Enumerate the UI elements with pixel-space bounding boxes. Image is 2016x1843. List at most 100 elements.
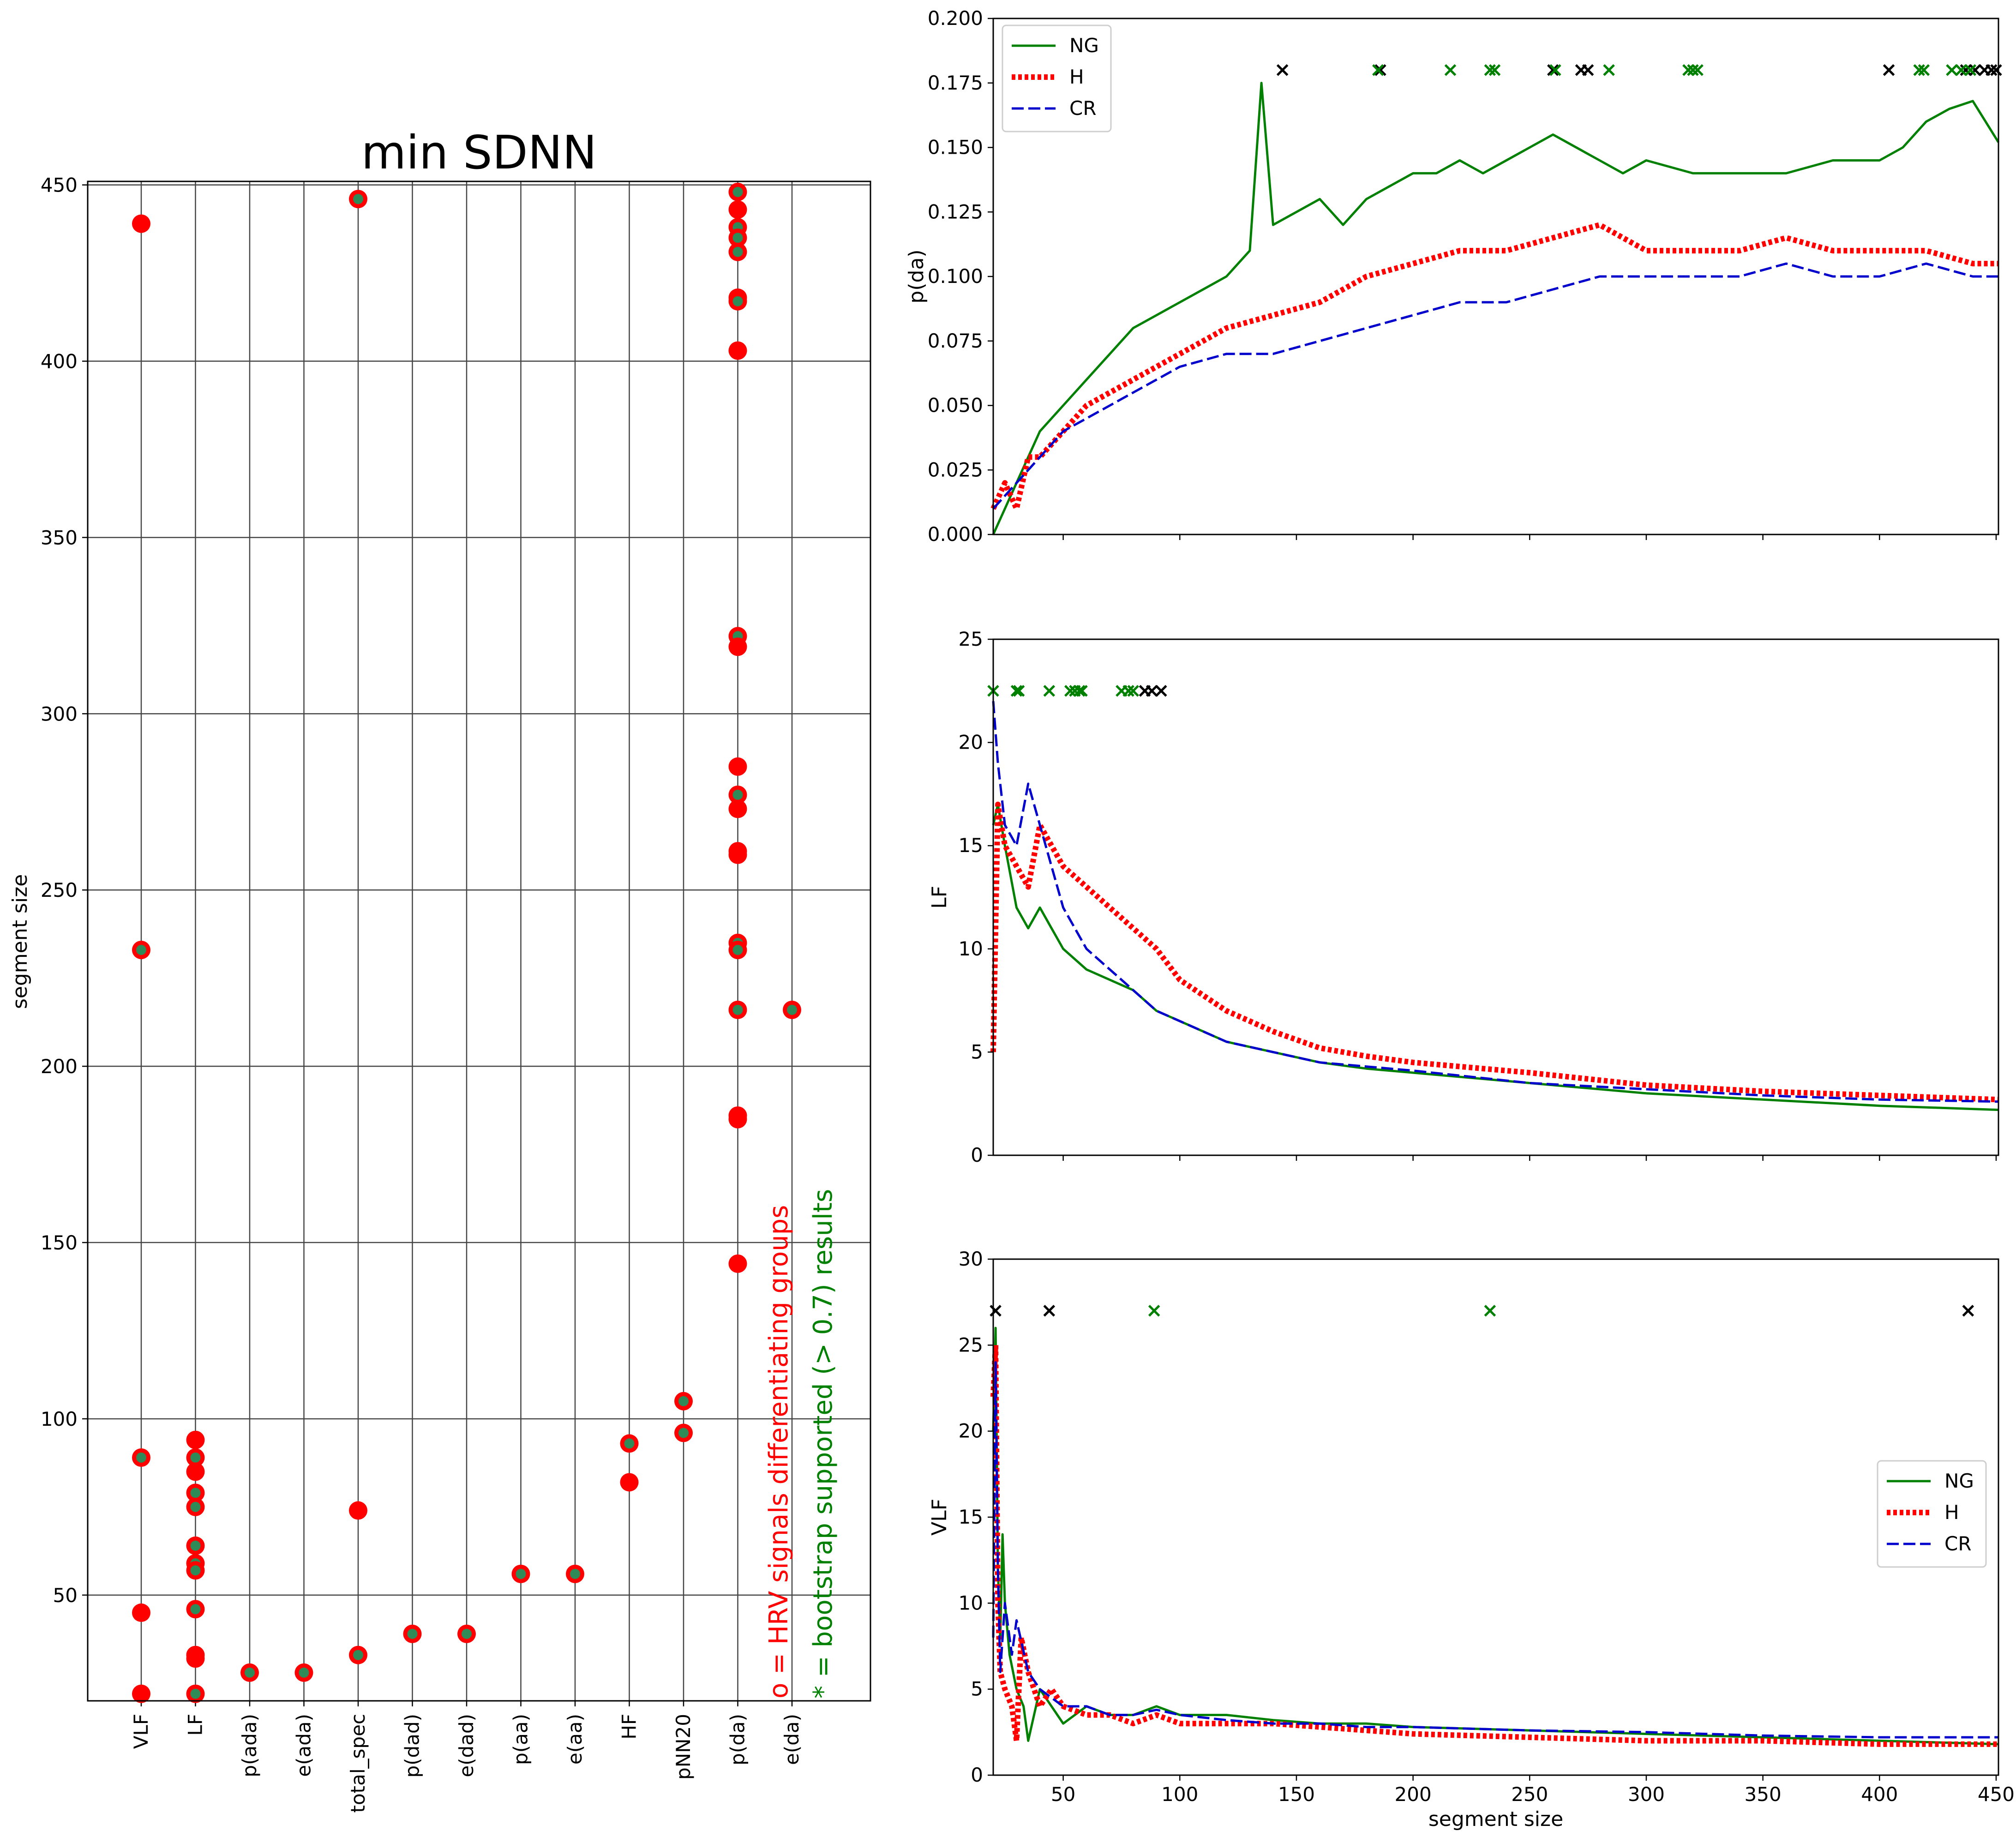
panel-vlf-xtick-label-5: 300 bbox=[1628, 1783, 1665, 1806]
left-xtick-label-12: e(da) bbox=[780, 1714, 803, 1765]
left-xtick-label-6: e(dad) bbox=[455, 1714, 478, 1777]
panel-pda-cross-green-4 bbox=[1549, 64, 1561, 76]
panel-vlf-ytick-label-6: 30 bbox=[959, 1248, 983, 1270]
panel-pda-legend-label-NG: NG bbox=[1069, 34, 1099, 57]
left-point-0 bbox=[132, 214, 150, 233]
left-point-bootstrap-28 bbox=[678, 1396, 689, 1406]
panel-pda-cross-green-3-b bbox=[1488, 64, 1501, 76]
panel-vlf-xtick-label-0: 50 bbox=[1051, 1783, 1075, 1806]
left-point-bootstrap-6 bbox=[190, 1452, 201, 1463]
left-xtick-label-7: p(aa) bbox=[510, 1714, 532, 1765]
left-point-bootstrap-46 bbox=[732, 945, 743, 955]
vlf-panel: 0 5 10 15 20 25 30 50 100 150 200 250 300 350 400 450 VL… bbox=[928, 1248, 2015, 1831]
left-point-39 bbox=[728, 637, 747, 656]
left-plot-frame bbox=[87, 180, 871, 1702]
panel-lf-cross-green-9 bbox=[1122, 685, 1134, 697]
left-point-bootstrap-13 bbox=[190, 1604, 201, 1615]
panel-pda-cross-green-1-b bbox=[1444, 64, 1457, 76]
panel-pda-cross-green-6 bbox=[1682, 64, 1694, 76]
left-point-bootstrap-10 bbox=[190, 1540, 201, 1551]
left-ytick-label-4: 250 bbox=[41, 879, 78, 901]
panel-pda-cross-green-10-b bbox=[1918, 64, 1930, 76]
panel-vlf-legend: NG H CR bbox=[1877, 1460, 1987, 1568]
panel-pda-cross-green-0 bbox=[1372, 64, 1384, 76]
panel-vlf-ytick-label-3: 15 bbox=[959, 1506, 983, 1528]
panel-pda-cross-black-6 bbox=[1960, 64, 1972, 76]
panel-pda-cross-green-13 bbox=[1964, 64, 1977, 76]
panel-pda-cross-green-5-b bbox=[1603, 64, 1615, 76]
panel-lf-ytick-label-3: 15 bbox=[959, 834, 983, 857]
panel-pda-cross-black-0-b bbox=[1276, 64, 1289, 76]
panel-pda-frame bbox=[992, 18, 1999, 535]
left-xtick-label-0: VLF bbox=[130, 1714, 152, 1749]
panel-lf-cross-green-1-b bbox=[1010, 685, 1023, 697]
left-point-3 bbox=[132, 1603, 150, 1622]
panel-pda-legend-box bbox=[1002, 24, 1112, 132]
left-y-axis-label: segment size bbox=[8, 874, 32, 1009]
panel-vlf-cross-black-2-b bbox=[1962, 1305, 1974, 1317]
panel-vlf-xtick-label-8: 450 bbox=[1978, 1783, 2015, 1806]
panel-pda-cross-green-1 bbox=[1444, 64, 1457, 76]
panel-lf-cross-green-4 bbox=[1064, 685, 1076, 697]
panel-pda-cross-green-13-b bbox=[1964, 64, 1977, 76]
left-point-bootstrap-1 bbox=[136, 945, 146, 955]
panel-vlf-cross-black-1-b bbox=[1043, 1305, 1056, 1317]
panel-vlf-cross-green-0 bbox=[1148, 1305, 1160, 1317]
panel-pda-cross-green-6-b bbox=[1682, 64, 1694, 76]
panel-lf-cross-green-3 bbox=[1043, 685, 1056, 697]
left-ytick-label-8: 450 bbox=[41, 174, 78, 197]
left-point-bootstrap-23 bbox=[462, 1628, 472, 1639]
left-point-bootstrap-22 bbox=[407, 1628, 418, 1639]
panel-vlf-xtick-label-1: 100 bbox=[1161, 1783, 1198, 1806]
panel-vlf-xtick-label-6: 350 bbox=[1745, 1783, 1782, 1806]
panel-lf-cross-green-7-b bbox=[1076, 685, 1088, 697]
left-point-bootstrap-34 bbox=[732, 246, 743, 257]
panel-vlf-xtick-label-3: 200 bbox=[1395, 1783, 1432, 1806]
left-point-bootstrap-51 bbox=[787, 1004, 797, 1015]
panel-pda-cross-green-9-b bbox=[1913, 64, 1925, 76]
panel-pda-series-CR bbox=[992, 262, 1998, 510]
panel-pda-series-NG bbox=[992, 82, 2000, 535]
panel-pda-ytick-label-6: 0.150 bbox=[928, 136, 983, 159]
panel-pda-ytick-label-7: 0.175 bbox=[928, 72, 983, 94]
panel-pda-cross-green-8 bbox=[1692, 64, 1704, 76]
panel-vlf-legend-label-NG: NG bbox=[1944, 1470, 1974, 1492]
left-point-bootstrap-47 bbox=[732, 1004, 743, 1015]
panel-pda-cross-green-8-b bbox=[1692, 64, 1704, 76]
panel-pda-ytick-label-8: 0.200 bbox=[928, 7, 983, 30]
panel-pda-legend-label-CR: CR bbox=[1069, 97, 1097, 120]
panel-pda-cross-green-4-b bbox=[1549, 64, 1561, 76]
panel-vlf-x-axis-label: segment size bbox=[1428, 1807, 1563, 1831]
left-point-4 bbox=[132, 1684, 150, 1703]
panel-pda-cross-black-5 bbox=[1883, 64, 1895, 76]
panel-pda-legend-label-H: H bbox=[1069, 66, 1084, 88]
left-point-bootstrap-21 bbox=[353, 1650, 363, 1660]
panel-lf-y-axis-label: LF bbox=[928, 886, 951, 909]
pda-panel: 0.000 0.025 0.050 0.075 0.100 0.125 0.150 0.175… bbox=[905, 7, 2002, 546]
panel-vlf-xtick-label-7: 400 bbox=[1861, 1783, 1898, 1806]
panel-pda-ytick-label-4: 0.100 bbox=[928, 265, 983, 288]
left-point-7 bbox=[186, 1462, 205, 1481]
panel-vlf-background bbox=[993, 1259, 1998, 1775]
panel-pda-cross-black-4 bbox=[1582, 64, 1594, 76]
panel-vlf-y-axis-label: VLF bbox=[928, 1499, 951, 1536]
panel-pda-cross-black-2 bbox=[1547, 64, 1559, 76]
panel-pda-cross-black-6-b bbox=[1960, 64, 1972, 76]
panel-pda-cross-black-7-b bbox=[1969, 64, 1981, 76]
panel-pda-cross-black-0 bbox=[1276, 64, 1289, 76]
panel-pda-cross-black-10 bbox=[1990, 64, 2002, 76]
panel-vlf-series-CR bbox=[992, 1361, 1998, 1739]
panel-vlf-cross-black-0-b bbox=[990, 1305, 1002, 1317]
panel-lf-ytick-label-1: 5 bbox=[971, 1040, 983, 1063]
panel-vlf-ytick-label-2: 10 bbox=[959, 1591, 983, 1614]
left-xtick-label-4: total_spec bbox=[347, 1714, 369, 1813]
panel-lf-cross-green-10-b bbox=[1127, 685, 1139, 697]
panel-pda-cross-black-5-b bbox=[1883, 64, 1895, 76]
left-point-bootstrap-36 bbox=[732, 296, 743, 306]
left-point-50 bbox=[728, 1254, 747, 1273]
panel-pda-cross-green-2-b bbox=[1484, 64, 1496, 76]
panel-pda-cross-green-2 bbox=[1484, 64, 1496, 76]
lf-panel: 0 5 10 15 20 25 LF bbox=[928, 628, 1999, 1166]
panel-vlf-ytick-label-1: 5 bbox=[971, 1678, 983, 1700]
left-xtick-label-11: p(da) bbox=[726, 1714, 749, 1765]
